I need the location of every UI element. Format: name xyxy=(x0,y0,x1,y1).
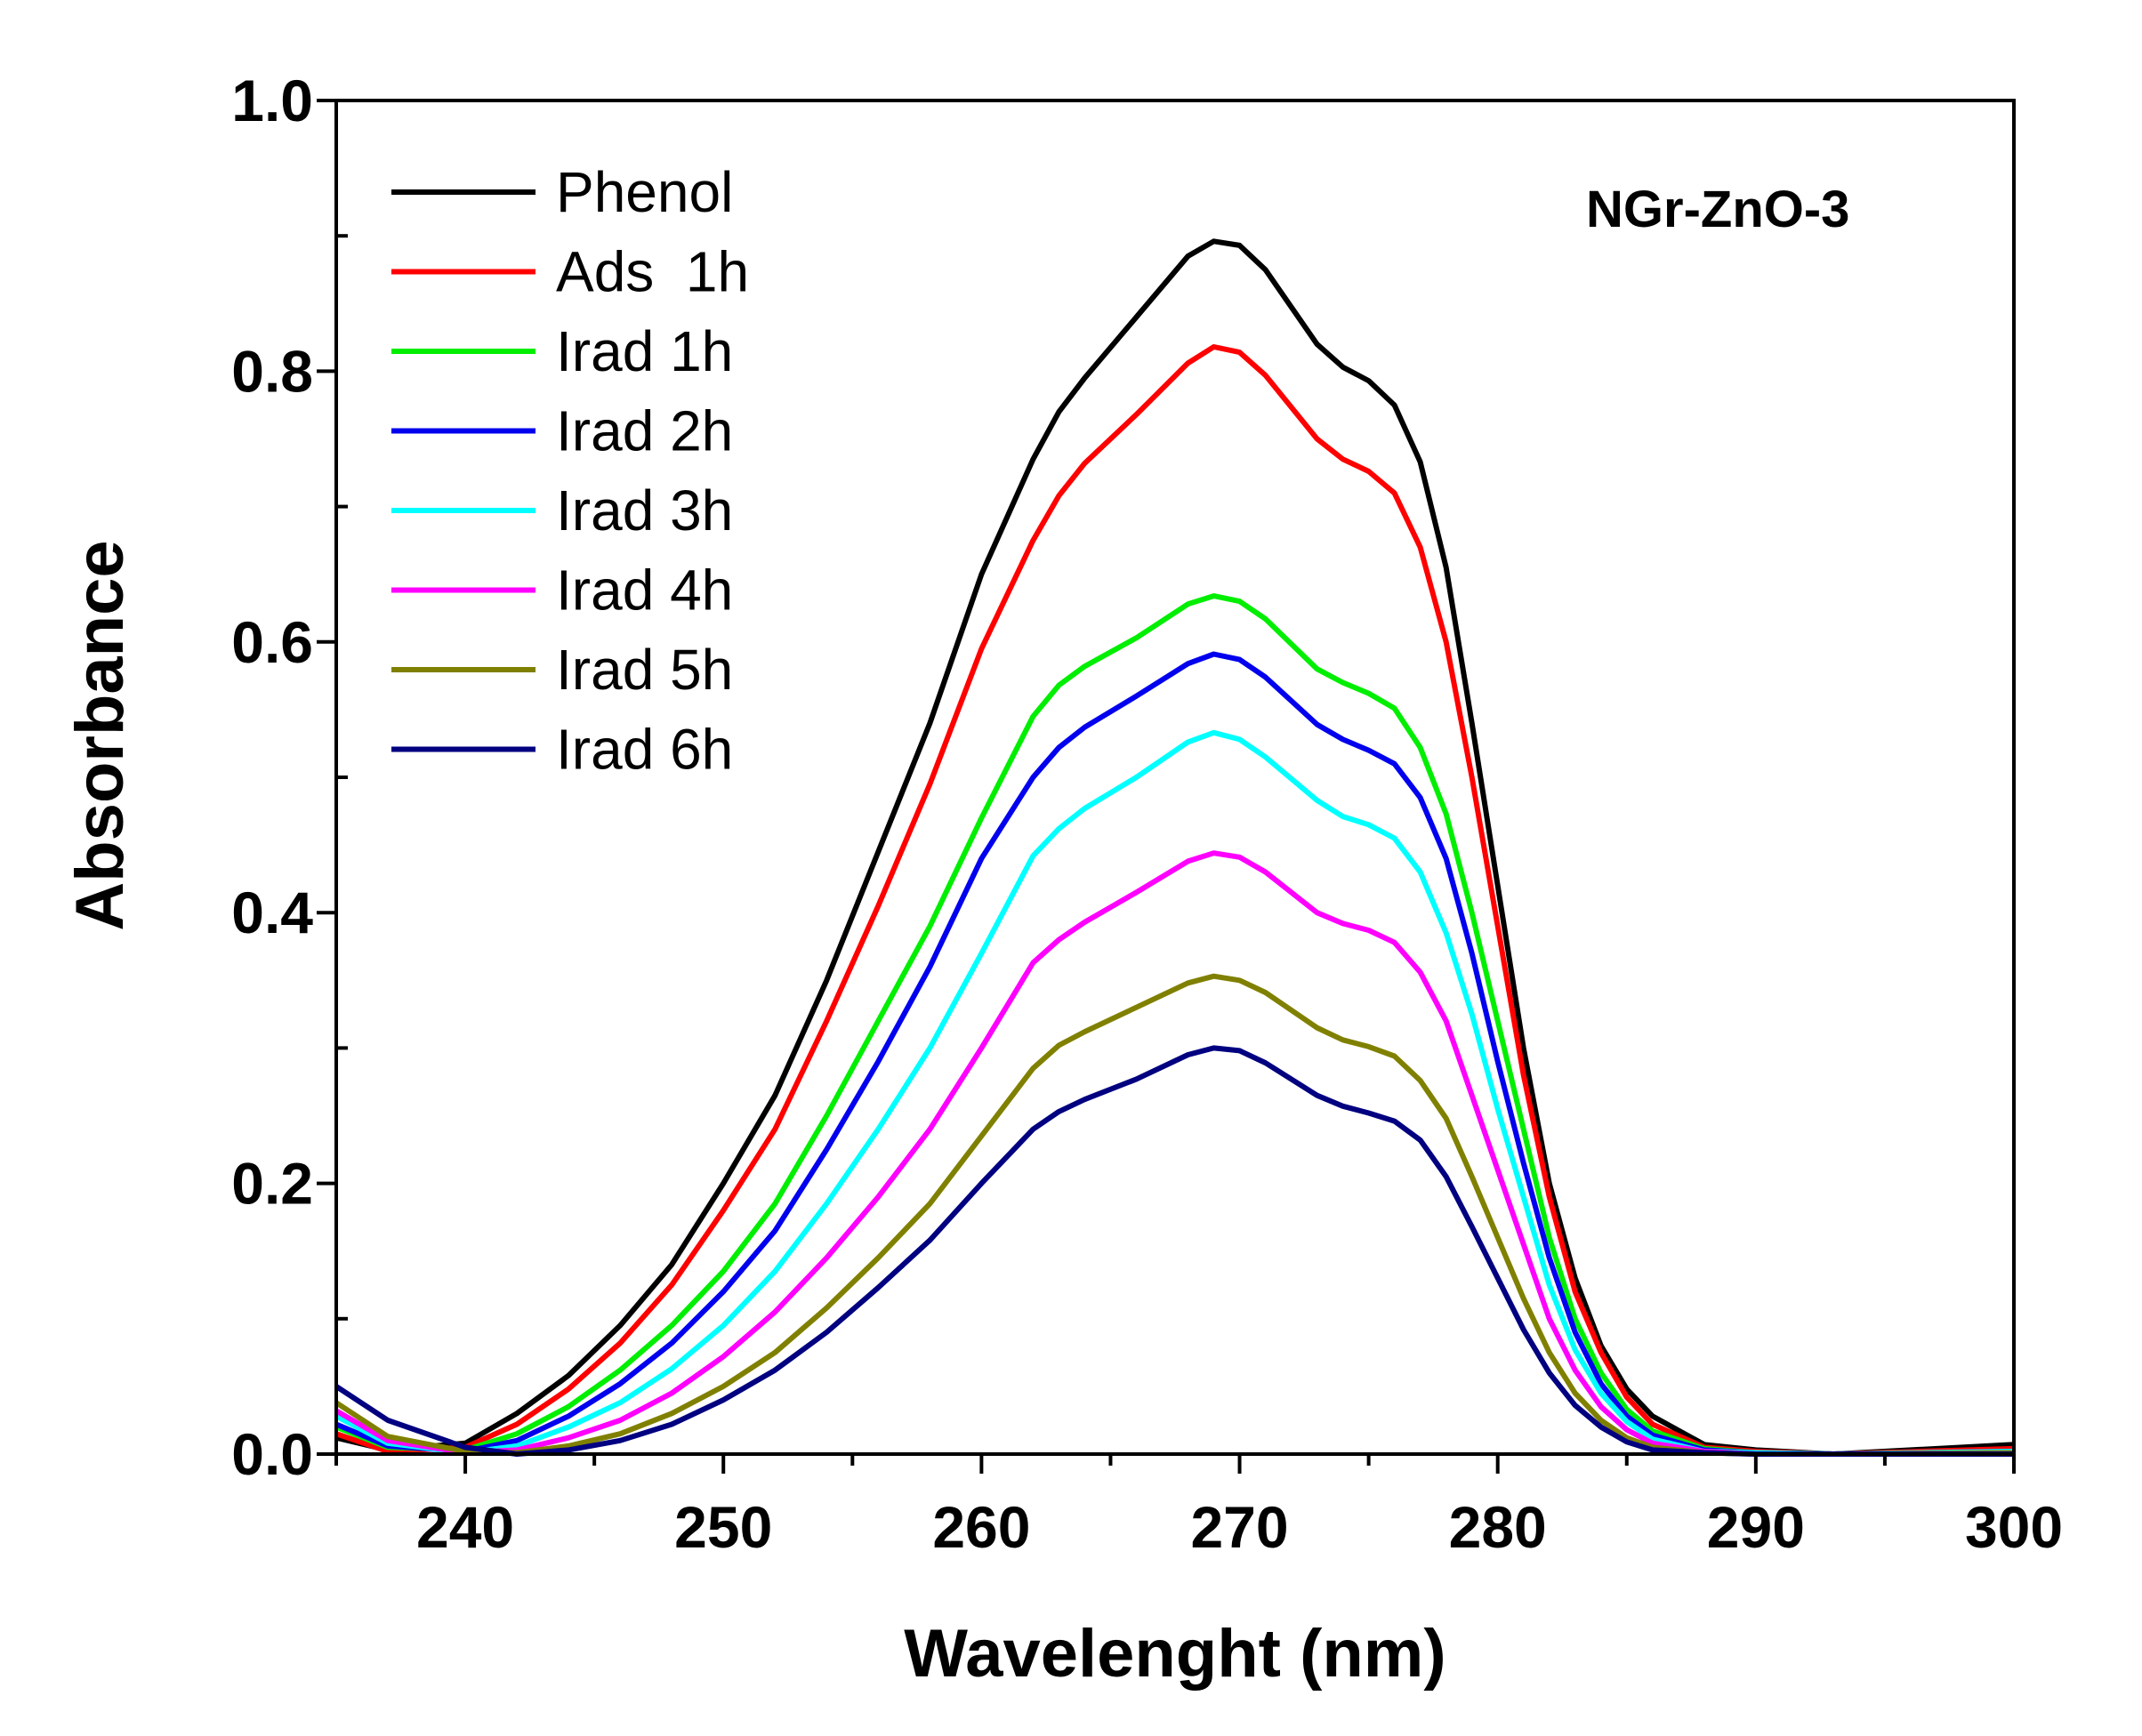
legend-label: Ads 1h xyxy=(556,240,749,304)
x-tick-label: 280 xyxy=(1449,1494,1547,1560)
series-line-7 xyxy=(334,1045,2014,1457)
legend-label: Irad 6h xyxy=(556,718,733,782)
y-tick-label: 0.0 xyxy=(231,1421,313,1487)
ticks-layer: 240 250 260 270 280 290 300 0.0 0.2 0.4 0.6 0.8 1.0 xyxy=(231,68,2063,1560)
legend-label: Irad 1h xyxy=(556,319,733,383)
x-axis-title: Wavelenght (nm) xyxy=(904,1616,1445,1692)
legend-label: Phenol xyxy=(556,160,733,224)
x-tick-label: 240 xyxy=(416,1494,514,1560)
y-tick-label: 1.0 xyxy=(231,68,313,133)
series-line-0 xyxy=(335,238,2015,1457)
series-line-3 xyxy=(334,651,2015,1457)
y-tick-label: 0.8 xyxy=(231,338,313,404)
y-axis-title: Absorbance xyxy=(62,540,138,930)
legend-label: Irad 5h xyxy=(556,638,733,702)
x-tick-label: 290 xyxy=(1707,1494,1805,1560)
legend-label: Irad 3h xyxy=(556,478,733,542)
x-tick-label: 300 xyxy=(1965,1494,2063,1560)
x-tick-label: 250 xyxy=(674,1494,772,1560)
series-layer xyxy=(334,238,2015,1457)
legend-item: Irad 2h xyxy=(391,399,733,463)
x-tick-label: 270 xyxy=(1190,1494,1288,1560)
y-tick-label: 0.2 xyxy=(231,1151,313,1217)
legend-item: Irad 4h xyxy=(391,559,733,623)
y-tick-label: 0.6 xyxy=(231,609,313,675)
series-line-4 xyxy=(334,729,2015,1457)
series-line-2 xyxy=(334,593,2015,1457)
series-line-1 xyxy=(335,344,2015,1457)
series-line-5 xyxy=(334,850,2015,1457)
legend-item: Irad 1h xyxy=(391,319,733,383)
legend-label: Irad 4h xyxy=(556,559,733,623)
sample-annotation: NGr-ZnO-3 xyxy=(1586,181,1849,238)
legend-item: Irad 5h xyxy=(391,638,733,702)
legend-item: Irad 6h xyxy=(391,718,733,782)
legend-item: Ads 1h xyxy=(391,240,749,304)
x-tick-label: 260 xyxy=(932,1494,1030,1560)
series-line-6 xyxy=(334,973,2015,1457)
legend-item: Irad 3h xyxy=(391,478,733,542)
legend-label: Irad 2h xyxy=(556,399,733,463)
legend-item: Phenol xyxy=(391,160,733,224)
y-tick-label: 0.4 xyxy=(231,880,313,945)
legend: Phenol Ads 1h Irad 1h Irad 2h Irad 3h Irad 4h… xyxy=(391,160,749,782)
